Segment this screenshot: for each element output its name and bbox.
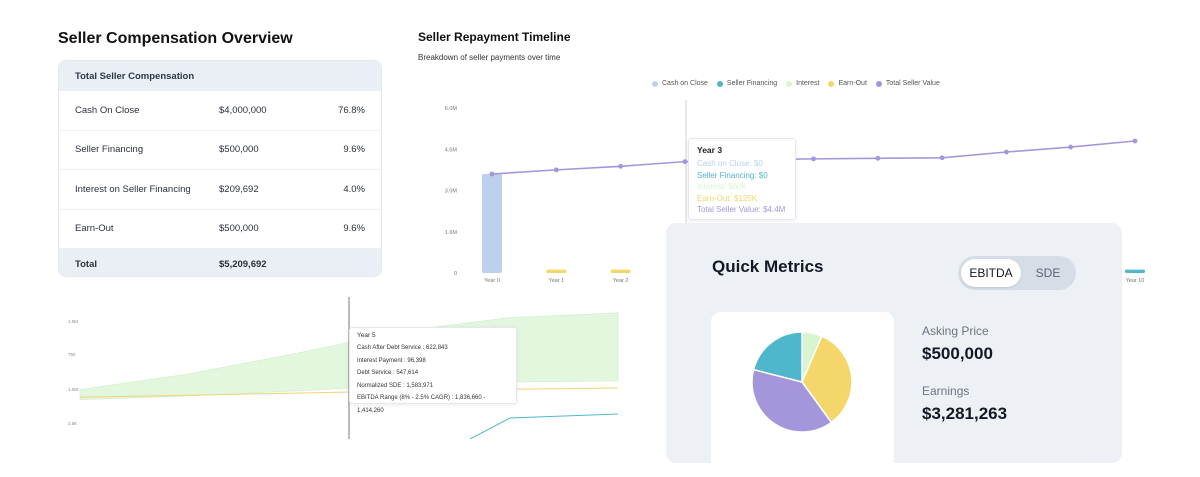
line-point (682, 159, 688, 165)
projection-tooltip: Year 5 Cash After Debt Service : 622,843… (349, 327, 517, 414)
tooltip-line: EBITDA Range (8% - 2.5% CAGR) : 1,836,66… (357, 395, 486, 414)
compensation-table: Total Seller Compensation Cash On Close … (58, 60, 382, 277)
legend-item[interactable]: Total Seller Value (875, 80, 940, 87)
y-tick-label: 6.0M (445, 106, 458, 112)
row-percent: 9.6% (343, 223, 365, 235)
tooltip-line: Cash on Close: $0 (697, 159, 763, 168)
y-tick-label: 750 (68, 352, 76, 357)
legend-item[interactable]: Cash on Close (652, 80, 708, 87)
tooltip-title: Year 3 (697, 145, 723, 155)
x-tick-label: Year 2 (613, 278, 629, 284)
row-amount: $500,000 (219, 144, 259, 156)
legend-dot (875, 80, 882, 87)
legend-item[interactable]: Interest (786, 80, 819, 87)
tooltip-line: Cash After Debt Service : 622,843 (357, 345, 448, 351)
cash-after-debt-line (469, 413, 619, 439)
y-tick-label: 4.5M (445, 147, 458, 153)
legend-item[interactable]: Seller Financing (716, 80, 778, 87)
metric-toggle[interactable]: EBITDA SDE (958, 256, 1076, 290)
table-row: Seller Financing $500,000 9.6% (59, 131, 381, 170)
compensation-title: Seller Compensation Overview (58, 30, 293, 47)
pie-slice (751, 368, 833, 433)
asking-price-label: Asking Price (922, 324, 989, 338)
y-tick-label: 2.5K (68, 421, 77, 426)
pie-chart-panel (711, 312, 894, 472)
line-point (1004, 149, 1009, 155)
tooltip-line: Total Seller Value: $4.4M (697, 205, 786, 214)
timeline-subtitle: Breakdown of seller payments over time (418, 53, 561, 62)
legend-item[interactable]: Earn-Out (828, 80, 867, 87)
legend-label: Cash on Close (662, 80, 708, 87)
x-tick-label: Year 0 (484, 278, 500, 284)
legend-label: Interest (796, 80, 820, 87)
line-point (489, 171, 495, 177)
legend-dot (828, 80, 835, 87)
legend-dot (652, 80, 658, 87)
line-point (1132, 138, 1138, 144)
line-point (811, 156, 816, 162)
tooltip-line: Seller Financing: $0 (697, 170, 768, 180)
y-tick-label: 1.5M (68, 319, 78, 324)
line-point (553, 167, 559, 173)
bar (610, 269, 631, 273)
line-point (618, 163, 623, 169)
row-amount: $4,000,000 (219, 104, 267, 116)
y-tick-label: 1.6M (445, 230, 458, 236)
pie-chart (751, 331, 853, 433)
tooltip-line: Interest: $60K (697, 182, 747, 191)
y-tick-label: 3.0M (445, 189, 458, 195)
legend-dot (716, 80, 723, 87)
total-label: Total (75, 258, 97, 270)
legend-label: Total Seller Value (885, 80, 940, 87)
row-label: Earn-Out (75, 223, 114, 235)
row-label: Interest on Seller Financing (75, 183, 191, 195)
total-amount: $5,209,692 (219, 258, 267, 270)
row-label: Cash On Close (75, 104, 140, 116)
bar (546, 269, 567, 273)
y-tick-label: 1.0M (68, 387, 78, 392)
quick-metrics-title: Quick Metrics (712, 257, 824, 276)
timeline-title: Seller Repayment Timeline (418, 30, 571, 44)
timeline-tooltip: Year 3 Cash on Close: $0 Seller Financin… (688, 138, 796, 220)
table-row: Interest on Seller Financing $209,692 4.… (59, 170, 381, 210)
legend-label: Earn-Out (838, 80, 867, 87)
row-amount: $209,692 (219, 183, 259, 195)
row-amount: $500,000 (219, 223, 259, 235)
y-tick-label: 0 (454, 271, 457, 277)
line-point (939, 155, 945, 161)
row-percent: 4.0% (343, 183, 365, 195)
table-row: Earn-Out $500,000 9.6% (59, 210, 381, 249)
legend-label: Seller Financing (726, 80, 778, 87)
row-label: Seller Financing (75, 144, 144, 156)
pie-slice (801, 335, 853, 424)
quick-metrics-card: Quick Metrics EBITDA SDE Asking Price $5… (666, 223, 1122, 472)
x-tick-label: Year 1 (548, 278, 564, 284)
tooltip-line: Normalized SDE : 1,583,971 (357, 382, 434, 389)
bar (1125, 269, 1145, 273)
tooltip-line: Debt Service : 547,614 (357, 370, 419, 376)
toggle-ebitda[interactable]: EBITDA (961, 259, 1021, 287)
tooltip-line: Interest Payment : 96,398 (357, 357, 426, 364)
table-row: Cash On Close $4,000,000 76.8% (59, 91, 381, 131)
line-point (1068, 144, 1074, 150)
compensation-table-header: Total Seller Compensation (59, 61, 381, 91)
x-tick-label: Year 10 (1126, 278, 1145, 284)
earnings-label: Earnings (922, 384, 970, 398)
timeline-legend: Cash on Close Seller Financing Interest … (652, 80, 940, 87)
asking-price-value: $500,000 (922, 344, 993, 363)
pie-slice (752, 331, 803, 383)
line-point (875, 155, 881, 161)
bar (482, 174, 502, 273)
table-total-row: Total $5,209,692 (59, 249, 381, 276)
tooltip-line: Earn-Out: $125K (697, 193, 758, 203)
tooltip-title: Year 5 (357, 332, 376, 339)
row-percent: 9.6% (343, 144, 365, 156)
toggle-sde[interactable]: SDE (1035, 266, 1061, 280)
earnings-value: $3,281,263 (922, 404, 1008, 423)
legend-dot (786, 80, 793, 87)
row-percent: 76.8% (338, 104, 365, 116)
